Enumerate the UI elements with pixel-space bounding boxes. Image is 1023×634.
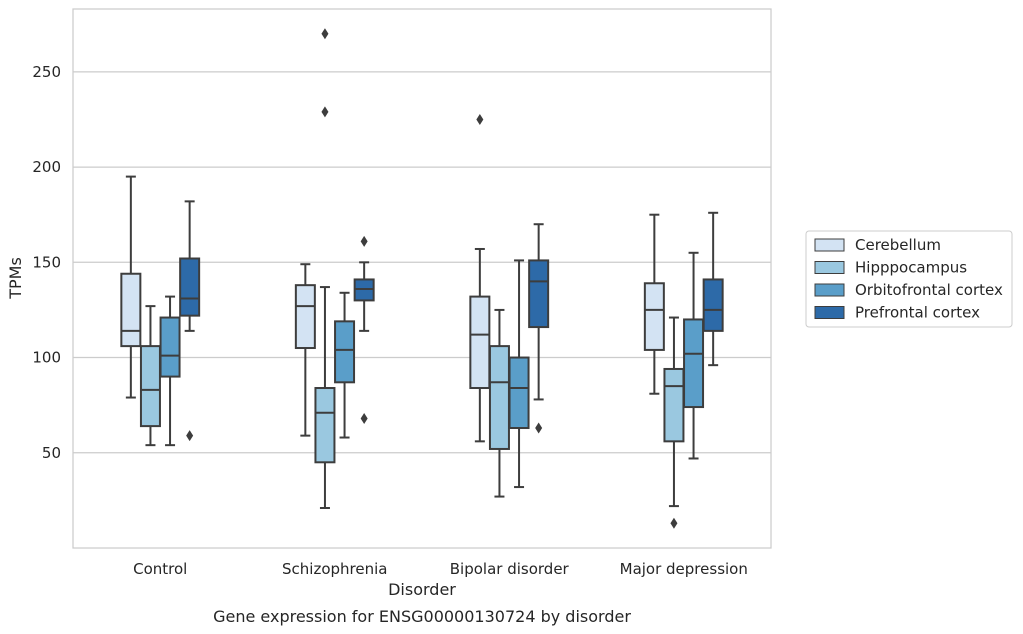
x-tick-label: Control	[133, 560, 187, 578]
outlier-point	[186, 430, 194, 442]
box	[508, 356, 530, 430]
box	[179, 257, 201, 317]
box-groups	[120, 28, 724, 529]
legend-label: Orbitofrontal cortex	[855, 281, 1003, 299]
box-plot	[139, 305, 161, 447]
y-tick-label: 200	[32, 158, 61, 176]
box-plot	[702, 211, 724, 367]
y-tick-label: 250	[32, 63, 61, 81]
box-plot	[469, 113, 491, 443]
box	[683, 318, 705, 409]
legend-swatch	[814, 306, 845, 319]
box	[120, 272, 142, 348]
box-plot	[353, 235, 375, 424]
y-axis-label: TPMs	[6, 257, 25, 300]
legend-frame	[805, 230, 1013, 328]
box	[139, 345, 161, 428]
box	[159, 316, 181, 378]
plot-frame	[72, 8, 772, 549]
box	[528, 259, 550, 329]
outlier-point	[321, 106, 329, 118]
box-plot	[314, 28, 336, 510]
box-plot	[334, 291, 356, 439]
legend-label: Cerebellum	[855, 236, 941, 254]
outlier-point	[321, 28, 329, 40]
box	[314, 387, 336, 464]
legend-label: Prefrontal cortex	[855, 304, 980, 322]
outlier-point	[670, 517, 678, 529]
box	[663, 367, 685, 443]
legend-label: Hipppocampus	[855, 259, 967, 277]
y-tick-label: 100	[32, 349, 61, 367]
x-axis-label: Disorder	[388, 580, 456, 599]
legend-swatch	[814, 261, 845, 274]
x-tick-label: Bipolar disorder	[450, 560, 570, 578]
outlier-point	[535, 422, 543, 434]
outlier-point	[360, 412, 368, 424]
box	[334, 320, 356, 384]
outlier-point	[476, 113, 484, 125]
x-tick-labels: Control Schizophrenia Bipolar disorder Majo…	[133, 560, 748, 578]
x-tick-label: Schizophrenia	[282, 560, 387, 578]
box-plot	[683, 251, 705, 460]
box-plot	[179, 200, 201, 442]
box	[469, 295, 491, 390]
x-tick-label: Major depression	[620, 560, 748, 578]
box-plot	[488, 308, 510, 498]
box	[702, 278, 724, 332]
plot-area	[73, 9, 771, 548]
box-plot	[528, 223, 550, 434]
y-tick-label: 50	[42, 444, 61, 462]
legend: Cerebellum Hipppocampus Orbitofrontal cort…	[805, 230, 1013, 328]
legend-swatch	[814, 283, 845, 297]
box	[643, 282, 665, 351]
box-plot	[120, 175, 142, 399]
box-plot	[159, 295, 181, 447]
box	[488, 345, 510, 450]
y-tick-label: 150	[32, 253, 61, 271]
box-plot	[508, 259, 530, 489]
legend-swatch	[814, 238, 845, 252]
y-tick-labels: 50 100 150 200 250	[32, 63, 61, 462]
box-plot	[643, 213, 665, 395]
outlier-point	[360, 235, 368, 247]
chart-title: Gene expression for ENSG00000130724 by d…	[213, 607, 631, 626]
box-plot	[294, 263, 316, 437]
box	[294, 284, 316, 350]
